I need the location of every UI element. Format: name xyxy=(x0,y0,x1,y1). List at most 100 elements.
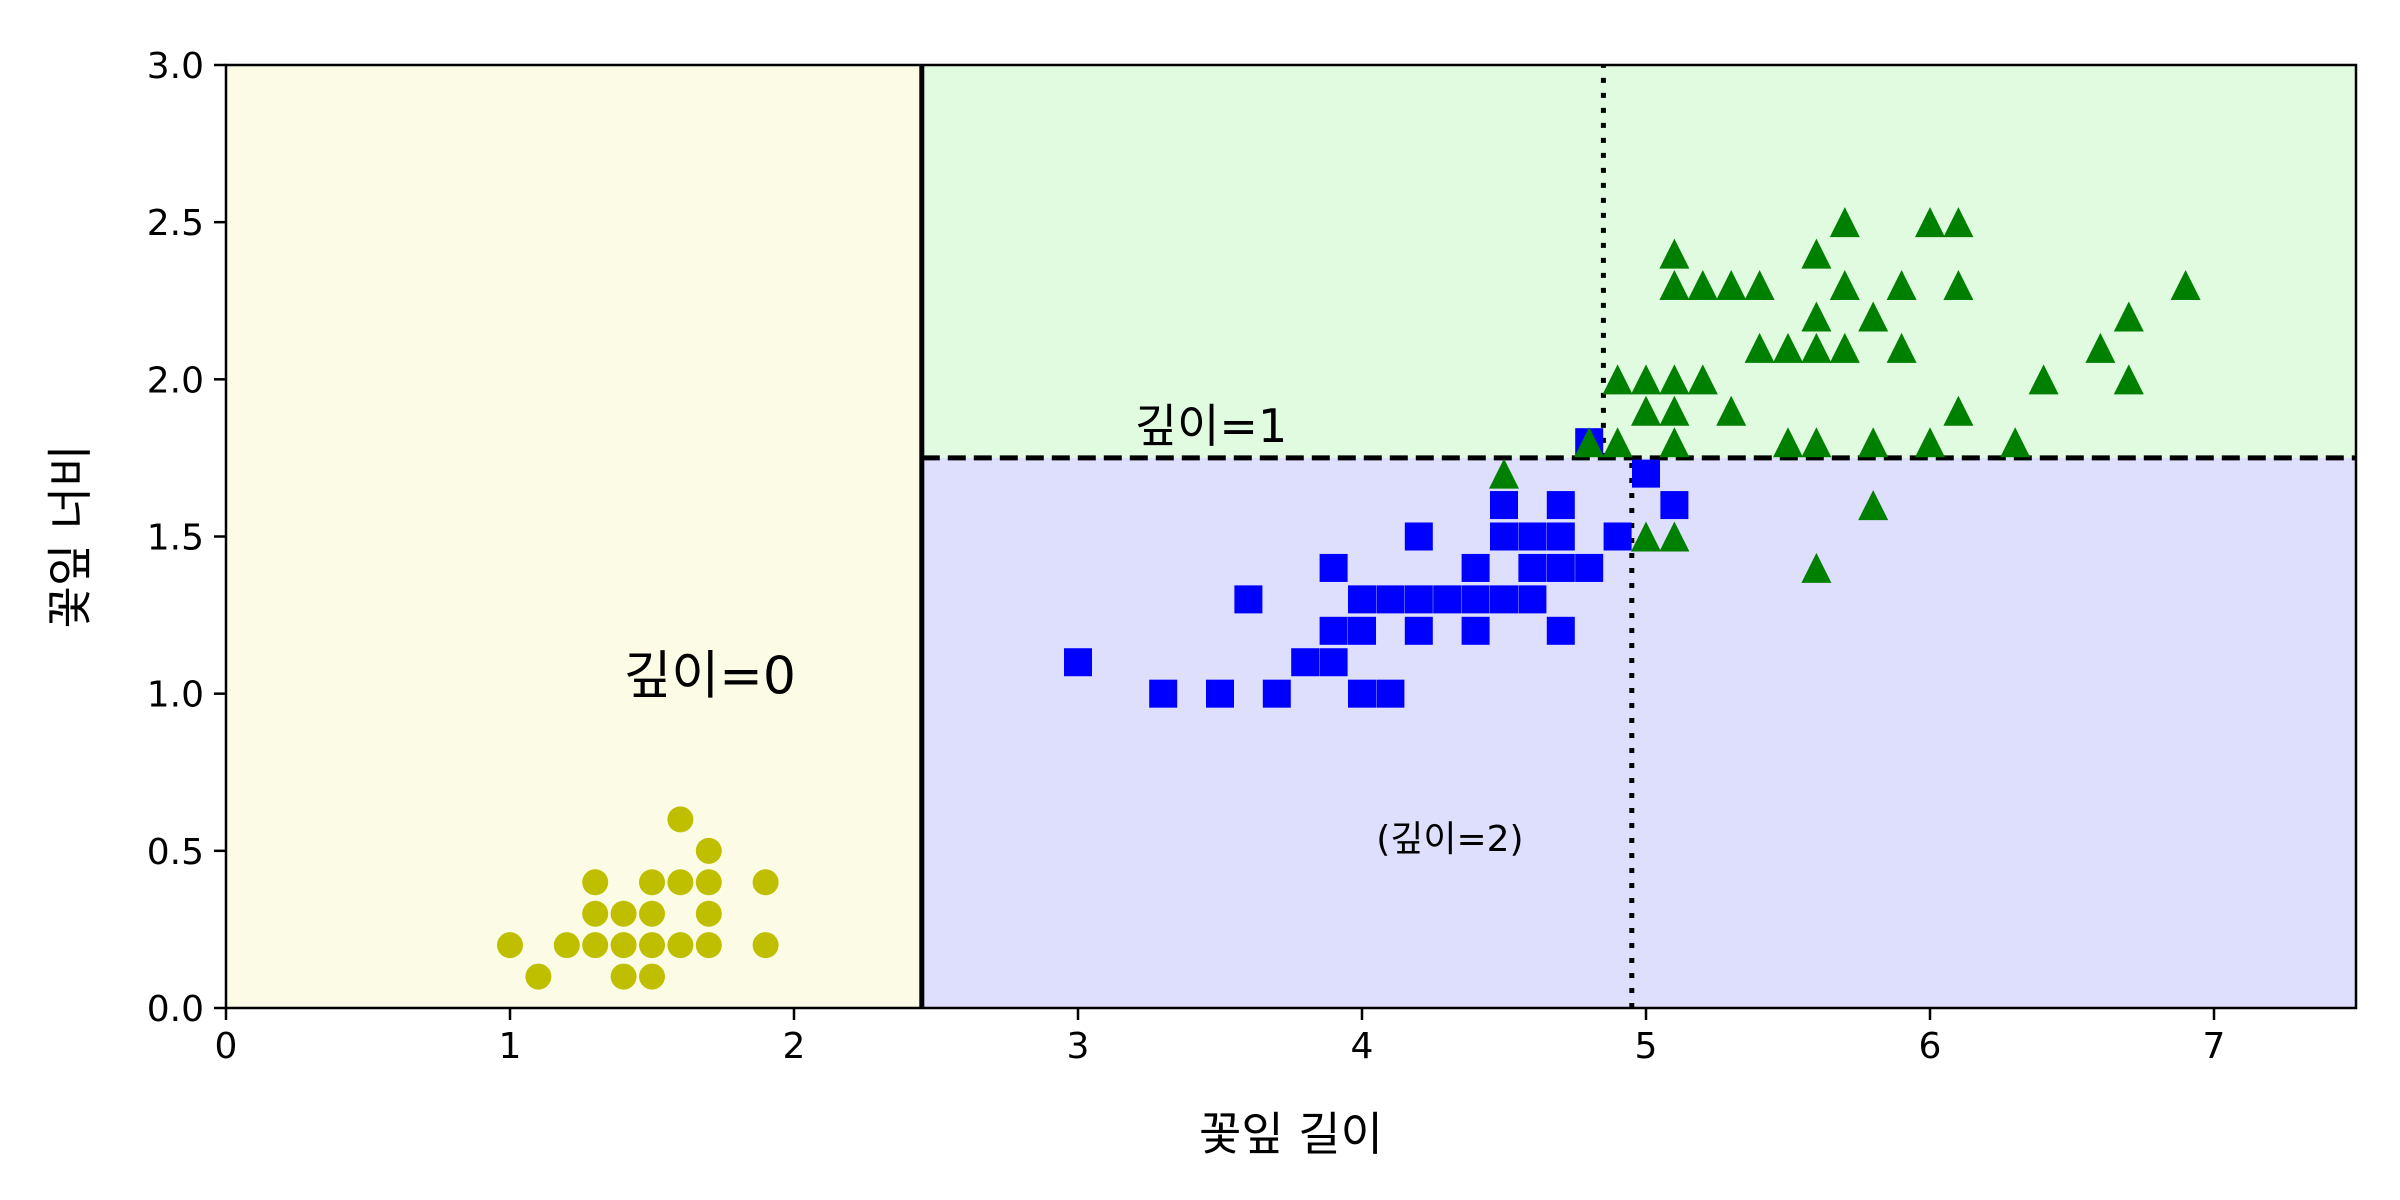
point-circle-11 xyxy=(639,900,665,927)
point-circle-12 xyxy=(639,869,665,896)
point-square-15 xyxy=(1404,585,1433,614)
point-triangle-19 xyxy=(1773,427,1803,458)
point-circle-18 xyxy=(695,869,722,896)
decision-regions xyxy=(226,65,2356,1009)
point-triangle-23 xyxy=(1801,332,1832,363)
point-triangle-20 xyxy=(1773,332,1803,363)
annotation-1: 깊이=1 xyxy=(1135,399,1287,453)
point-circle-6 xyxy=(610,963,637,990)
point-circle-8 xyxy=(610,900,637,927)
point-square-31 xyxy=(1575,553,1604,582)
point-square-35 xyxy=(1660,491,1689,520)
point-triangle-12 xyxy=(1659,238,1690,269)
point-square-3 xyxy=(1234,585,1263,614)
point-square-21 xyxy=(1490,585,1518,614)
x-tick-label-7: 7 xyxy=(2203,1026,2226,1067)
point-square-17 xyxy=(1433,585,1462,614)
point-circle-19 xyxy=(695,837,722,864)
point-triangle-28 xyxy=(1829,207,1860,238)
y-tick-label-5: 2.5 xyxy=(147,203,204,244)
point-triangle-17 xyxy=(1744,332,1775,363)
point-triangle-22 xyxy=(1801,427,1832,458)
point-square-24 xyxy=(1518,585,1547,614)
point-circle-13 xyxy=(667,932,694,959)
point-triangle-35 xyxy=(1915,207,1945,238)
point-square-16 xyxy=(1404,522,1433,551)
region-0 xyxy=(226,65,922,1008)
depth-annotations: 깊이=0 깊이=1 (깊이=2) xyxy=(624,399,1524,860)
point-circle-9 xyxy=(639,963,665,990)
y-tick-label-6: 3.0 xyxy=(147,46,204,87)
point-triangle-32 xyxy=(1886,332,1917,363)
x-tick-label-0: 0 xyxy=(215,1026,238,1067)
point-square-30 xyxy=(1546,491,1575,520)
point-triangle-4 xyxy=(1631,521,1661,552)
point-circle-7 xyxy=(610,932,637,959)
point-triangle-26 xyxy=(1829,332,1860,363)
point-triangle-8 xyxy=(1659,427,1690,458)
point-circle-17 xyxy=(695,900,722,927)
point-square-4 xyxy=(1262,679,1291,708)
x-tick-label-2: 2 xyxy=(783,1026,806,1067)
point-square-19 xyxy=(1461,585,1490,614)
point-square-10 xyxy=(1348,616,1376,645)
point-triangle-0 xyxy=(1489,458,1519,489)
point-circle-20 xyxy=(752,932,779,959)
point-triangle-27 xyxy=(1829,270,1860,301)
x-axis: 0 1 2 3 4 5 6 7 xyxy=(215,1008,2226,1067)
point-circle-3 xyxy=(582,932,609,959)
point-triangle-30 xyxy=(1858,427,1889,458)
point-square-33 xyxy=(1603,522,1632,551)
point-square-0 xyxy=(1064,648,1092,677)
point-circle-21 xyxy=(752,869,779,896)
point-square-20 xyxy=(1461,553,1490,582)
y-tick-label-0: 0.0 xyxy=(147,989,204,1030)
point-square-14 xyxy=(1404,616,1433,645)
point-triangle-5 xyxy=(1631,395,1661,426)
point-circle-4 xyxy=(582,900,609,927)
point-triangle-7 xyxy=(1659,521,1690,552)
x-tick-label-3: 3 xyxy=(1067,1026,1090,1067)
point-circle-10 xyxy=(639,932,665,959)
point-triangle-41 xyxy=(2085,332,2116,363)
point-triangle-29 xyxy=(1858,490,1889,521)
decision-boundaries xyxy=(919,65,2356,1008)
point-square-2 xyxy=(1206,679,1234,708)
y-tick-label-1: 0.5 xyxy=(147,832,204,873)
point-square-27 xyxy=(1546,616,1575,645)
point-triangle-2 xyxy=(1602,427,1633,458)
point-square-9 xyxy=(1348,679,1376,708)
point-square-22 xyxy=(1490,522,1518,551)
point-triangle-9 xyxy=(1659,395,1690,426)
point-square-28 xyxy=(1546,553,1575,582)
y-tick-label-3: 1.5 xyxy=(147,518,204,559)
point-circle-0 xyxy=(497,932,523,959)
point-triangle-31 xyxy=(1858,301,1889,332)
point-triangle-3 xyxy=(1602,364,1633,395)
x-tick-label-4: 4 xyxy=(1351,1026,1374,1067)
point-square-25 xyxy=(1518,553,1547,582)
point-triangle-33 xyxy=(1886,270,1917,301)
point-triangle-15 xyxy=(1716,395,1747,426)
point-circle-2 xyxy=(553,932,580,959)
point-triangle-40 xyxy=(2028,364,2059,395)
point-square-7 xyxy=(1319,616,1348,645)
point-square-13 xyxy=(1376,585,1405,614)
data-points xyxy=(497,207,2201,990)
point-circle-16 xyxy=(695,932,722,959)
point-triangle-25 xyxy=(1801,238,1832,269)
annotation-0: 깊이=0 xyxy=(624,647,796,707)
point-triangle-6 xyxy=(1631,364,1661,395)
point-triangle-21 xyxy=(1801,552,1832,583)
point-triangle-39 xyxy=(2000,427,2031,458)
point-triangle-43 xyxy=(2113,301,2144,332)
point-square-1 xyxy=(1149,679,1178,708)
point-square-23 xyxy=(1490,491,1518,520)
point-square-8 xyxy=(1319,553,1348,582)
point-triangle-36 xyxy=(1943,395,1974,426)
point-circle-5 xyxy=(582,869,609,896)
point-square-29 xyxy=(1546,522,1575,551)
x-axis-label: 꽃잎 길이 xyxy=(1199,1107,1383,1161)
point-triangle-14 xyxy=(1687,270,1718,301)
point-triangle-16 xyxy=(1716,270,1747,301)
